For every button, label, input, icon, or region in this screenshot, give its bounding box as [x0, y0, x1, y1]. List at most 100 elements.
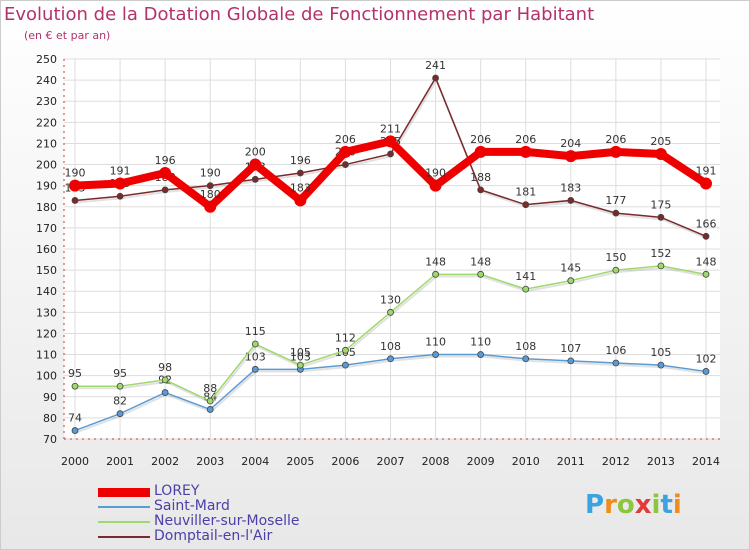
x-tick-label: 2012 — [602, 455, 630, 468]
logo-letter: P — [585, 490, 605, 520]
legend-swatch — [98, 506, 150, 508]
legend-swatch — [98, 487, 150, 497]
data-point — [384, 135, 397, 148]
data-point — [342, 346, 349, 354]
data-point — [387, 150, 394, 158]
data-point — [657, 262, 665, 270]
y-tick-label: 160 — [36, 243, 57, 256]
data-point — [387, 355, 394, 363]
data-label: 82 — [113, 395, 127, 408]
x-tick-label: 2014 — [692, 455, 720, 468]
x-tick-label: 2002 — [151, 455, 179, 468]
data-label: 188 — [470, 171, 491, 184]
data-point — [161, 376, 169, 384]
x-tick-label: 2011 — [557, 455, 585, 468]
data-point — [206, 397, 214, 405]
y-tick-label: 240 — [36, 74, 57, 87]
y-tick-label: 180 — [36, 201, 57, 214]
data-label: 206 — [470, 133, 491, 146]
x-tick-label: 2010 — [512, 455, 540, 468]
data-label: 148 — [425, 255, 446, 268]
data-point — [249, 158, 262, 171]
y-tick-label: 150 — [36, 264, 57, 277]
legend-swatch — [98, 536, 150, 538]
data-label: 206 — [515, 133, 536, 146]
data-label: 148 — [696, 255, 717, 268]
data-label: 74 — [68, 412, 82, 425]
data-point — [387, 308, 394, 316]
data-label: 95 — [113, 367, 127, 380]
data-point — [432, 351, 439, 358]
data-point — [161, 389, 169, 396]
data-label: 152 — [650, 247, 671, 260]
series-0: 190 191 196 180 200 183 206 211 190 206 206 204 206 2… — [65, 122, 717, 213]
data-point — [251, 175, 259, 183]
y-tick-label: 130 — [36, 306, 57, 319]
data-label: 177 — [605, 194, 626, 207]
logo-letter: i — [672, 490, 682, 520]
data-label: 205 — [650, 135, 671, 148]
y-tick-label: 230 — [36, 95, 57, 108]
data-point — [206, 406, 214, 413]
x-tick-label: 2007 — [377, 455, 405, 468]
data-point — [609, 145, 622, 158]
y-tick-label: 90 — [43, 391, 57, 404]
data-point — [296, 169, 304, 177]
data-point — [432, 74, 439, 82]
data-label: 191 — [696, 165, 717, 178]
x-tick-label: 2013 — [647, 455, 675, 468]
data-point — [71, 382, 79, 390]
legend-swatch — [98, 521, 150, 523]
data-label: 211 — [380, 122, 401, 135]
logo-letter: i — [651, 490, 661, 520]
data-point — [342, 161, 349, 168]
data-label: 148 — [470, 255, 491, 268]
series-2: 95 95 98 88 115 105 112 130 148 148 141 145 150 152 14… — [68, 247, 717, 405]
data-point — [429, 179, 442, 192]
data-point — [71, 197, 79, 204]
data-point — [116, 410, 124, 418]
logo-letter: x — [634, 490, 652, 520]
data-point — [477, 270, 485, 278]
data-point — [522, 285, 530, 293]
data-label: 191 — [110, 165, 131, 178]
data-point — [567, 197, 575, 204]
data-label: 110 — [470, 336, 491, 349]
chart-subtitle: (en € et par an) — [24, 29, 111, 42]
legend-label: Neuviller-sur-Moselle — [154, 513, 300, 529]
data-point — [612, 266, 620, 274]
data-point — [432, 270, 439, 278]
data-label: 175 — [650, 198, 671, 211]
data-label: 206 — [605, 133, 626, 146]
data-point — [522, 355, 530, 363]
data-label: 180 — [200, 188, 221, 201]
data-point — [519, 145, 532, 158]
data-label: 190 — [65, 167, 86, 180]
data-label: 183 — [290, 181, 311, 194]
data-label: 200 — [245, 146, 266, 159]
data-point — [654, 148, 667, 160]
x-tick-label: 2008 — [422, 455, 450, 468]
proxiti-logo: Proxiti — [585, 490, 682, 520]
data-point — [657, 213, 665, 221]
data-label: 190 — [425, 167, 446, 180]
data-label: 206 — [335, 133, 356, 146]
data-point — [612, 359, 620, 367]
y-tick-label: 210 — [36, 137, 57, 150]
y-tick-label: 250 — [36, 53, 57, 66]
data-label: 204 — [560, 137, 581, 150]
data-point — [567, 277, 575, 285]
data-point — [702, 368, 710, 375]
data-point — [702, 232, 710, 240]
data-label: 196 — [290, 154, 311, 167]
logo-letter: r — [604, 490, 617, 520]
x-tick-label: 2003 — [196, 455, 224, 468]
data-point — [294, 194, 307, 207]
data-label: 141 — [515, 270, 536, 283]
data-point — [564, 150, 577, 163]
data-point — [474, 145, 487, 158]
data-label: 105 — [650, 346, 671, 359]
x-tick-label: 2004 — [241, 455, 269, 468]
y-tick-label: 120 — [36, 327, 57, 340]
